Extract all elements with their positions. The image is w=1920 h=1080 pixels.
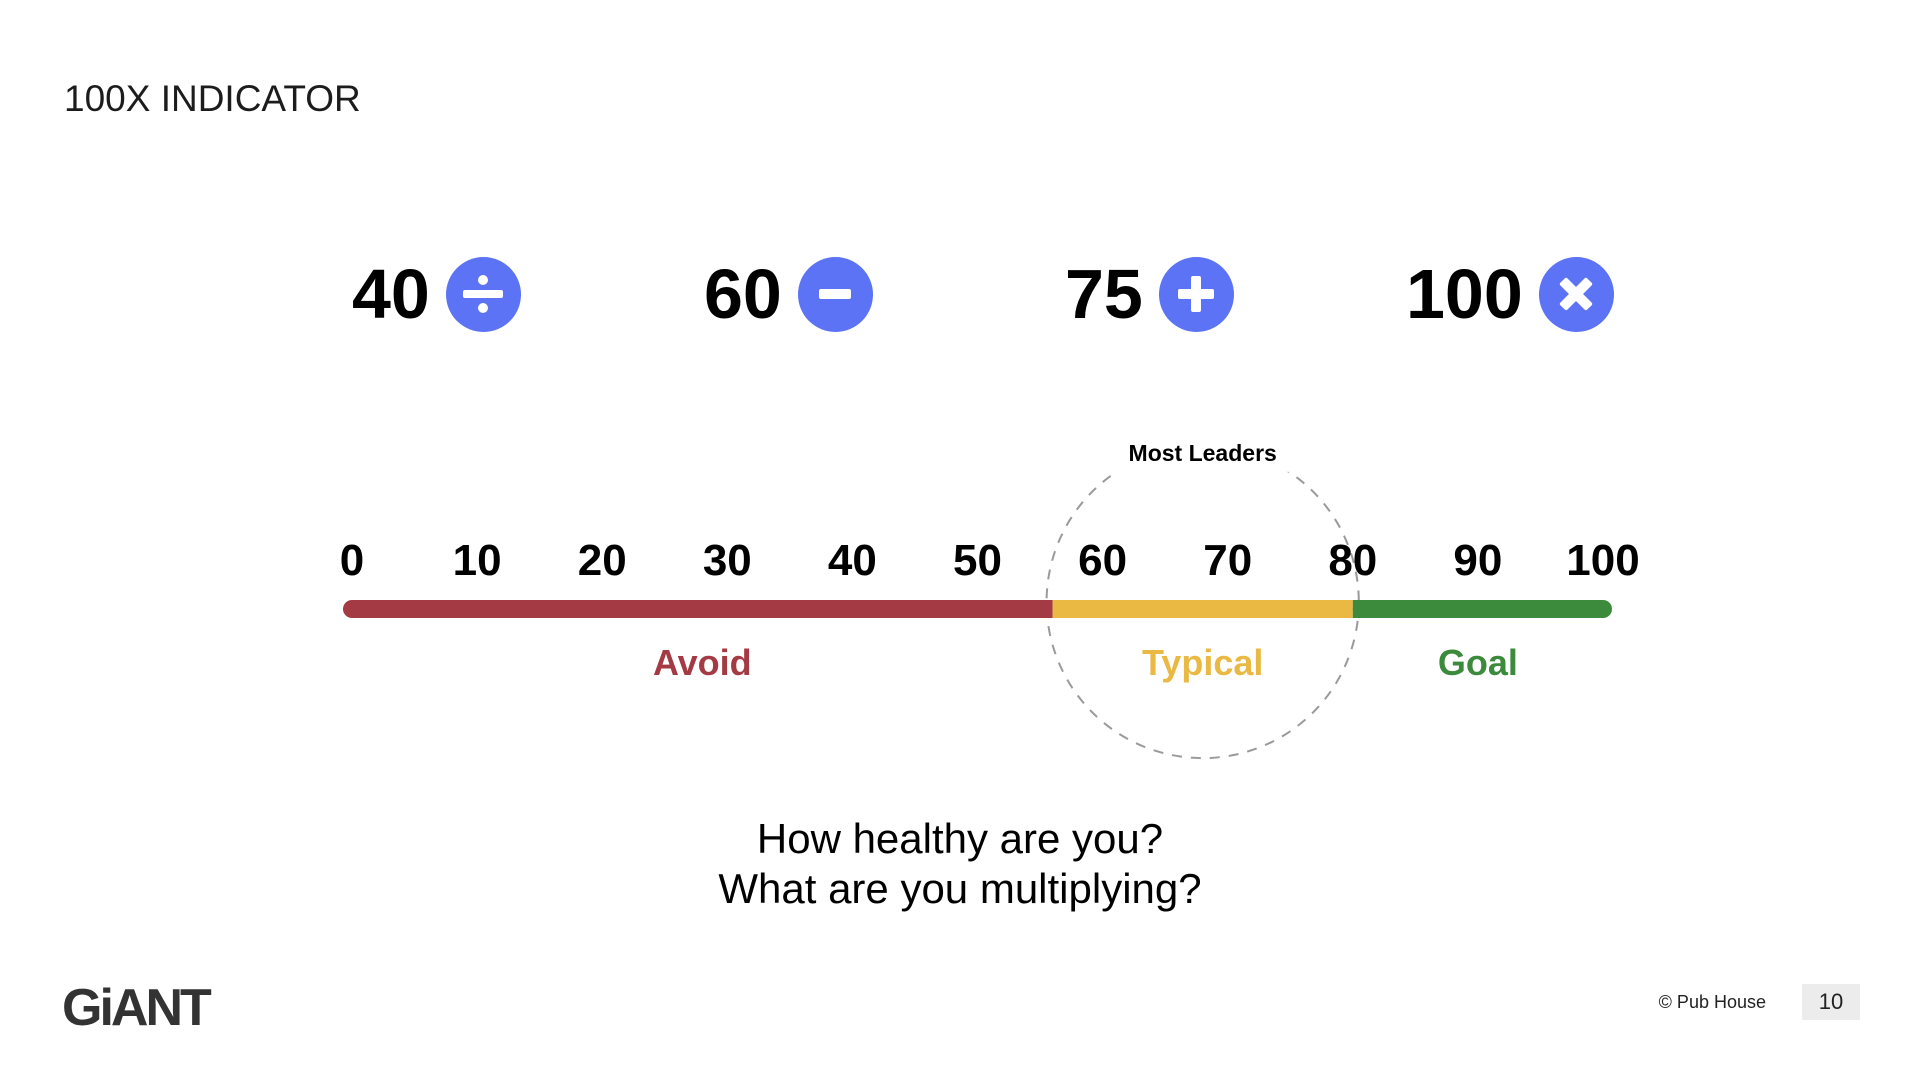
zone-segment-join: [1352, 600, 1365, 618]
tick-label: 50: [953, 536, 1002, 585]
tick-label: 100: [1566, 536, 1639, 585]
question-line-2: What are you multiplying?: [718, 865, 1202, 912]
tick-label: 20: [578, 536, 627, 585]
tick-label: 90: [1453, 536, 1502, 585]
scale-zone-labels: Avoid Typical Goal: [653, 642, 1518, 683]
zone-label-typical: Typical: [1142, 642, 1263, 683]
zone-segment-join: [1040, 600, 1053, 618]
tick-label: 80: [1328, 536, 1377, 585]
callout-label: Most Leaders: [1129, 440, 1277, 466]
slide-title: 100X INDICATOR: [64, 78, 361, 119]
tick-label: 70: [1203, 536, 1252, 585]
scale-ticks: 0 10 20 30 40 50 60 70 80 90 100: [340, 536, 1640, 585]
zone-segment-typical: [1052, 600, 1353, 618]
zone-segment-goal: [1352, 600, 1612, 618]
tick-label: 40: [828, 536, 877, 585]
tick-label: 60: [1078, 536, 1127, 585]
scale-zones: [343, 600, 1612, 618]
question-line-1: How healthy are you?: [756, 815, 1164, 862]
copyright-text: © Pub House: [1658, 992, 1766, 1012]
page-number: 10: [1802, 984, 1860, 1020]
zone-label-goal: Goal: [1438, 642, 1518, 683]
tick-label: 0: [340, 536, 364, 585]
questions: How healthy are you? What are you multip…: [560, 814, 1360, 914]
tick-label: 30: [703, 536, 752, 585]
zone-label-avoid: Avoid: [653, 642, 752, 683]
zone-segment-avoid: [343, 600, 1053, 618]
giant-logo: GiANT: [62, 979, 212, 1037]
callout-label-background: [1110, 427, 1295, 472]
tick-label: 10: [453, 536, 502, 585]
most-leaders-callout: Most Leaders: [1045, 427, 1360, 760]
